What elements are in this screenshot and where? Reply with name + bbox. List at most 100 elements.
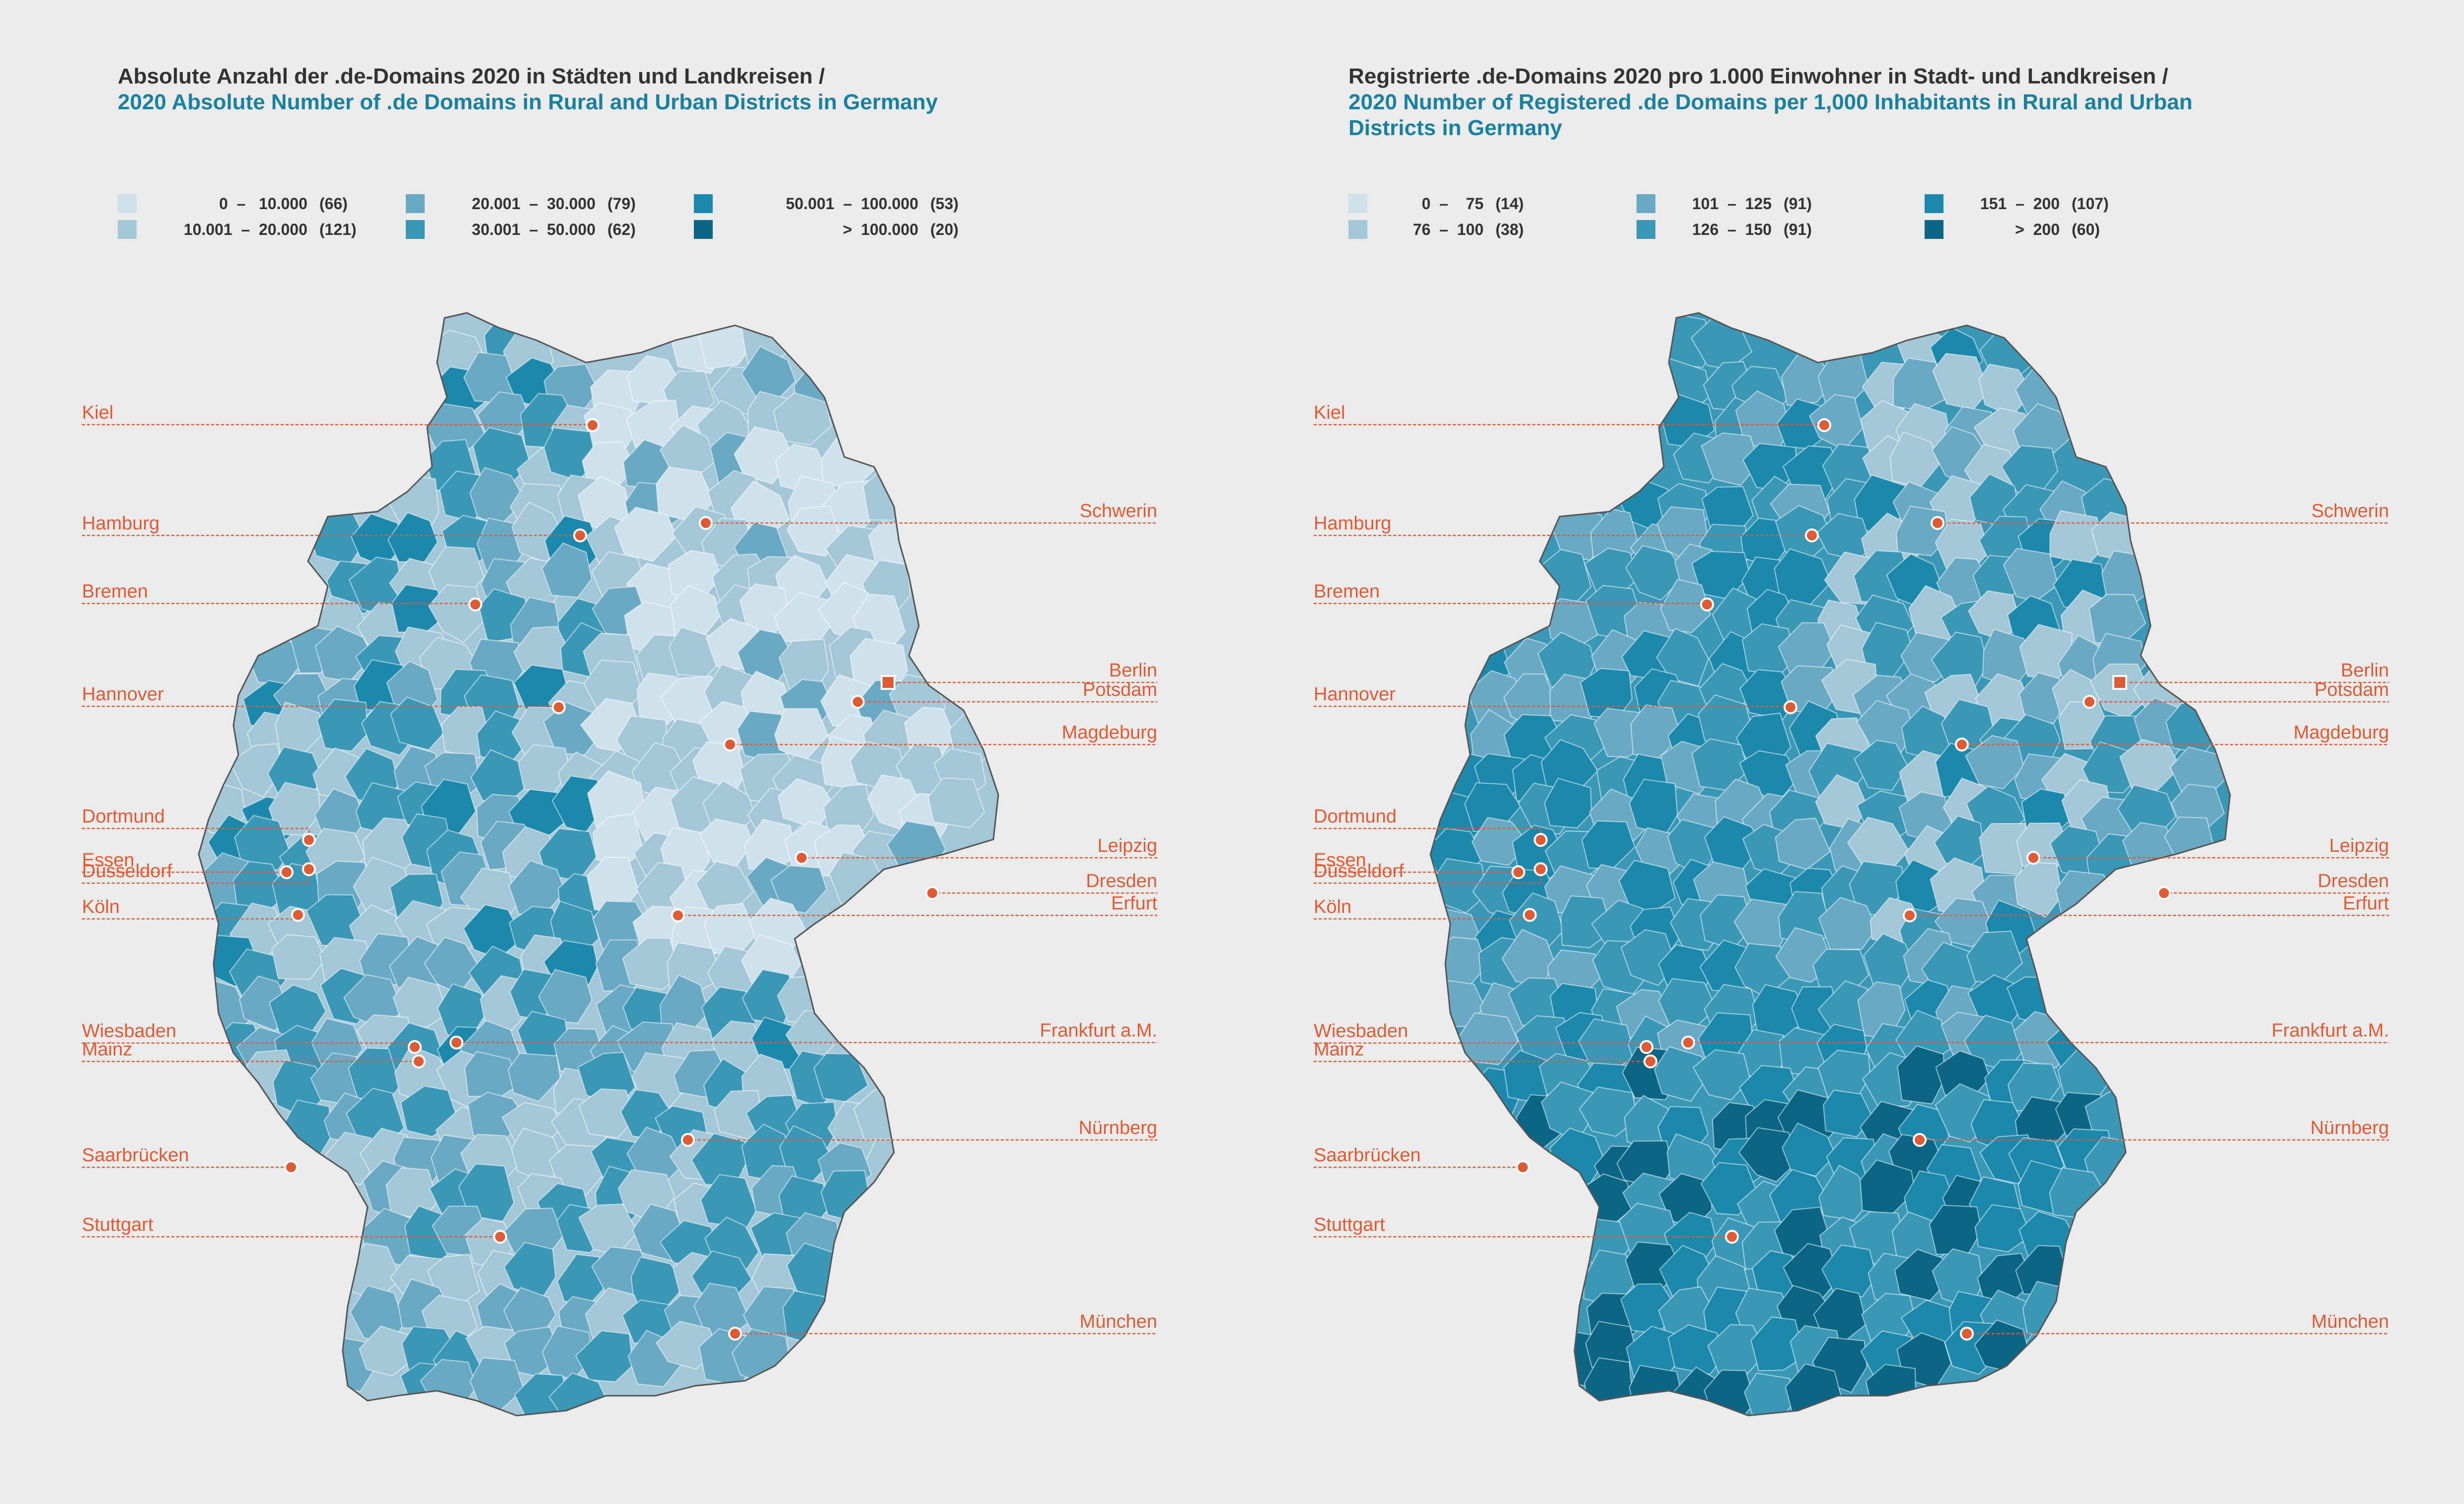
city-marker [552,700,566,714]
city-label: Stuttgart [82,1214,153,1235]
city-marker [1511,865,1525,879]
right-legend-item: 76 – 100 (38) [1348,220,1524,239]
city-marker [586,418,599,432]
city-marker [699,516,713,530]
district-region [390,696,445,751]
legend-count: (91) [1784,220,1812,238]
district-region [1854,740,1909,791]
legend-range: > 200 [2015,220,2060,238]
city-label: Schwerin [1080,501,1157,522]
district-region [1965,735,2025,790]
district-region [1654,1046,1707,1102]
district-region [614,507,677,562]
legend-range: 76 – 100 [1413,220,1484,238]
district-region [1821,1244,1877,1298]
left-legend-item: 10.001 – 20.000 (121) [118,220,357,239]
legend-swatch [406,194,425,213]
left-title-en: 2020 Absolute Number of .de Domains in R… [118,90,938,114]
legend-range: 126 – 150 [1692,220,1772,238]
district-region [1818,1164,1874,1221]
legend-range: 151 – 200 [1980,194,2060,213]
city-marker [1784,700,1797,714]
district-region [1660,579,1711,633]
legend-count: (66) [319,194,348,213]
legend-swatch [1925,220,1943,239]
district-region [1818,897,1877,950]
city-label: Dresden [1086,871,1157,892]
city-label: Potsdam [1083,679,1157,700]
city-marker [493,1230,507,1244]
legend-range: 10.001 – 20.000 [183,220,307,238]
district-region [316,698,369,752]
left-title: Absolute Anzahl der .de-Domains 2020 in … [118,64,1210,115]
district-region [927,777,985,828]
legend-range: 20.001 – 30.000 [471,194,596,213]
city-label: Frankfurt a.M. [2272,1020,2389,1041]
district-region [1823,1089,1874,1137]
city-marker [412,1054,426,1068]
city-label: Köln [82,897,120,917]
country-border [198,312,999,1417]
city-marker [1903,908,1917,922]
right-legend-item: > 200 (60) [1925,220,2100,239]
city-label: Düsseldorf [82,861,172,882]
city-marker [449,1036,463,1050]
district-region [541,542,593,598]
district-region [234,815,291,871]
city-marker [1534,862,1548,876]
district-region [622,937,681,990]
left-choropleth-map: Kiel Hamburg Bremen Hannover Dortmund EssenDü… [82,312,1157,1417]
city-label: Stuttgart [1314,1214,1385,1235]
city-marker [728,1327,742,1341]
district-region [387,512,439,562]
legend-swatch [694,194,713,213]
city-label: Wiesbaden [1314,1021,1408,1042]
city-label: Erfurt [2343,893,2389,914]
city-marker [408,1040,422,1054]
city-marker [1725,1230,1739,1244]
district-region [2014,862,2063,918]
district-region [1472,817,1529,866]
legend-count: (91) [1784,194,1812,213]
right-legend: 0 – 75 (14) 76 – 100 (38) 101 – 125 (91) 126 –… [1348,194,2342,253]
city-marker [2112,675,2127,690]
city-marker [284,1160,298,1174]
district-region [538,969,593,1024]
district-region [786,505,842,557]
city-label: Nürnberg [2311,1118,2389,1138]
district-region [1974,1204,2032,1253]
left-panel: Absolute Anzahl der .de-Domains 2020 in … [82,64,1210,1417]
city-label: Saarbrücken [82,1145,189,1166]
city-marker [2157,886,2171,900]
right-legend-item: 126 – 150 (91) [1637,220,1812,239]
city-label: Dortmund [82,806,165,827]
city-marker [1817,418,1831,432]
legend-swatch [118,194,137,213]
city-marker [573,528,587,542]
left-legend-item: 20.001 – 30.000 (79) [406,194,636,214]
city-marker [302,862,316,876]
left-legend-item: > 100.000 (20) [694,220,959,239]
city-marker [2026,851,2040,865]
left-legend-item: 30.001 – 50.000 (62) [406,220,636,239]
district-region [1544,777,1592,828]
legend-count: (14) [1495,194,1524,213]
city-marker [795,851,809,865]
legend-range: 30.001 – 50.000 [471,220,596,238]
legend-swatch [118,220,137,239]
district-region [1863,933,1915,989]
legend-range: 0 – 10.000 [219,194,307,213]
city-marker [1805,528,1819,542]
city-label: Leipzig [1098,835,1157,856]
city-label: Hamburg [1314,513,1391,534]
legend-range: 0 – 75 [1421,194,1484,213]
city-marker [1640,1040,1653,1054]
right-choropleth-map: Kiel Hamburg Bremen Hannover Dortmund EssenDü… [1314,312,2389,1417]
city-label: Wiesbaden [82,1021,176,1042]
city-label: Dortmund [1314,806,1397,827]
legend-count: (121) [319,220,357,238]
legend-swatch [1637,194,1655,213]
right-panel: Registrierte .de-Domains 2020 pro 1.000 … [1232,0,2464,1504]
right-district-cells [1430,313,2230,1416]
legend-range: 101 – 125 [1692,194,1772,213]
